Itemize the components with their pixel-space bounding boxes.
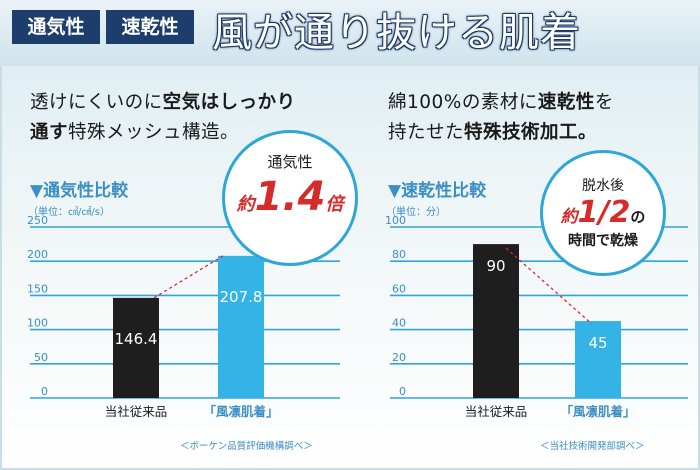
badge-caption: 時間で乾燥 — [568, 233, 638, 249]
bar-value-label: 207.8 — [220, 288, 263, 306]
y-tick-label: 40 — [392, 317, 406, 330]
badge-value: 約1.4倍 — [225, 174, 355, 220]
y-tick-label: 50 — [34, 351, 48, 364]
y-tick-label: 200 — [27, 248, 48, 261]
quick-dry-chart: 0 20 40 60 80 100 90 当社従来品 45 「風凛肌着」 — [385, 214, 688, 419]
left-desc-text-2: 特殊メッシュ構造。 — [68, 122, 240, 143]
right-description: 綿100%の素材に速乾性を 持たせた特殊技術加工。 — [388, 88, 688, 148]
comparison-line — [505, 247, 593, 325]
left-desc-emphasis: 空気はしっかり — [162, 92, 296, 113]
x-category-label: 「風凛肌着」 — [203, 404, 278, 419]
bar-conventional — [473, 244, 519, 398]
left-description: 透けにくいのに空気はしっかり 通す特殊メッシュ構造。 — [30, 88, 350, 148]
badge-number: 1/2 — [577, 195, 631, 230]
page-title: 風が通り抜ける肌着 — [212, 10, 581, 56]
tag-quick-dry: 速乾性 — [106, 10, 194, 44]
right-desc-text-tail: を — [594, 92, 614, 113]
right-desc-text: 綿100%の素材に — [388, 92, 538, 113]
y-tick-label: 0 — [399, 385, 406, 398]
x-category-label: 当社従来品 — [465, 404, 528, 419]
badge-value: 約1/2の — [543, 195, 663, 230]
y-tick-label: 60 — [392, 282, 406, 295]
quick-dry-badge: 脱水後 約1/2の 時間で乾燥 — [540, 150, 666, 276]
bar-furin — [575, 321, 621, 398]
left-chart-unit: （単位：㎤/㎠/s） — [28, 207, 110, 218]
left-chart-title: ▼通気性比較 — [30, 181, 129, 201]
y-tick-label: 20 — [392, 351, 406, 364]
right-chart-unit: （単位：分） — [386, 207, 446, 218]
right-desc-text-2: 持たせた — [388, 122, 465, 143]
x-category-label: 当社従来品 — [105, 404, 168, 419]
tag-breathability: 通気性 — [12, 10, 100, 44]
bar-furin — [218, 255, 264, 398]
badge-approx: 約 — [560, 207, 578, 227]
bar-value-label: 90 — [486, 257, 505, 275]
breathability-chart: 0 50 100 150 200 250 146.4 当社従来品 207.8 「風凛肌着」 — [27, 214, 340, 419]
y-tick-label: 150 — [27, 282, 48, 295]
comparison-line — [153, 255, 224, 299]
left-desc-emphasis-2: 通す — [30, 122, 69, 143]
y-tick-label: 100 — [27, 317, 48, 330]
badge-particle: の — [630, 208, 646, 226]
x-category-label: 「風凛肌着」 — [560, 404, 635, 419]
y-tick-label: 250 — [27, 214, 48, 227]
left-desc-text: 透けにくいのに — [30, 92, 163, 113]
bar-conventional — [113, 297, 159, 398]
y-tick-label: 0 — [41, 385, 48, 398]
y-tick-label: 100 — [385, 214, 406, 227]
badge-label: 通気性 — [267, 153, 313, 171]
badge-number: 1.4 — [254, 174, 326, 220]
badge-label: 脱水後 — [582, 178, 624, 194]
right-desc-emphasis: 速乾性 — [537, 92, 595, 113]
y-tick-label: 80 — [392, 248, 406, 261]
bar-value-label: 146.4 — [115, 330, 158, 348]
bar-value-label: 45 — [588, 334, 607, 352]
breathability-badge: 通気性 約1.4倍 — [222, 130, 358, 266]
left-source-note: ＜ボーケン品質評価機構調べ＞ — [180, 441, 313, 452]
right-desc-emphasis-2: 特殊技術加工。 — [464, 122, 598, 143]
right-chart-title: ▼速乾性比較 — [388, 181, 487, 201]
badge-unit: 倍 — [325, 194, 344, 215]
badge-approx: 約 — [236, 194, 255, 215]
right-source-note: ＜当社技術開発部調べ＞ — [540, 441, 645, 452]
